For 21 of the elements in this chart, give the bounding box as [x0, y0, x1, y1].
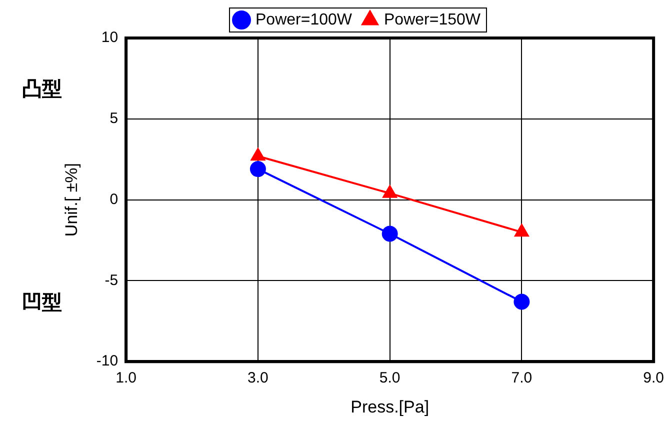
point [514, 224, 529, 237]
y-tick-label: 0 [110, 190, 118, 208]
y-tick-label: -5 [104, 272, 118, 289]
point [382, 185, 397, 198]
text: 凸型 [22, 78, 62, 100]
y-tick-label: -10 [96, 352, 118, 370]
x-tick-label: 5.0 [379, 370, 400, 387]
point [514, 294, 530, 310]
x-tick-label: 9.0 [643, 370, 664, 387]
text: 凹型 [22, 292, 62, 314]
point [250, 148, 266, 161]
legend-label: Power=150W [384, 11, 482, 28]
y-tick-label: 10 [101, 29, 118, 46]
y-tick-label: 5 [110, 110, 118, 128]
legend-label: Power=100W [256, 11, 353, 28]
x-tick-label: 7.0 [511, 370, 532, 387]
x-tick-label: 1.0 [116, 370, 137, 387]
x-tick-label: 3.0 [248, 370, 268, 387]
y-axis-title: Unif.[ ±%] [62, 163, 81, 237]
point [382, 226, 398, 242]
x-axis-title: Press.[Pa] [350, 397, 430, 416]
